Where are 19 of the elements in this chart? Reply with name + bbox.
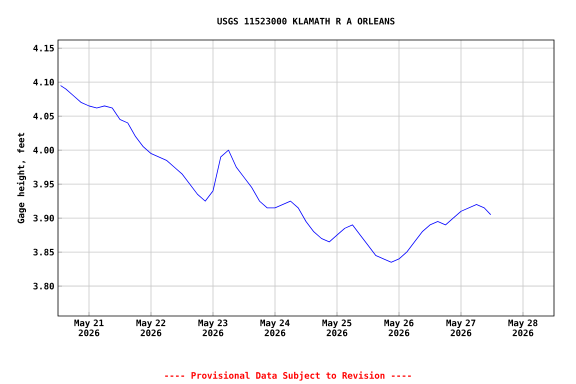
x-tick-label: May 21 2026 [74,320,104,336]
y-axis-title: Gage height, feet [16,132,26,224]
x-tick-label: May 24 2026 [260,320,290,336]
y-tick-label: 4.00 [33,146,54,154]
x-tick-label: May 27 2026 [446,320,476,336]
y-tick-label: 3.95 [33,180,54,188]
x-tick-label: May 26 2026 [384,320,414,336]
y-tick-label: 4.15 [33,44,54,52]
x-tick-label: May 28 2026 [508,320,538,336]
y-tick-label: 3.90 [33,214,54,222]
y-tick-label: 3.80 [33,282,54,290]
y-tick-label: 4.05 [33,112,54,120]
text: ---- Provisional Data Subject to Revision ---- [165,371,411,381]
chart-title: USGS 11523000 KLAMATH R A ORLEANS [217,18,395,24]
x-tick-label: May 22 2026 [136,320,166,336]
y-tick-label: 4.10 [33,78,54,86]
x-tick-label: May 23 2026 [198,320,228,336]
x-tick-label: May 25 2026 [322,320,352,336]
y-tick-label: 3.85 [33,248,54,256]
